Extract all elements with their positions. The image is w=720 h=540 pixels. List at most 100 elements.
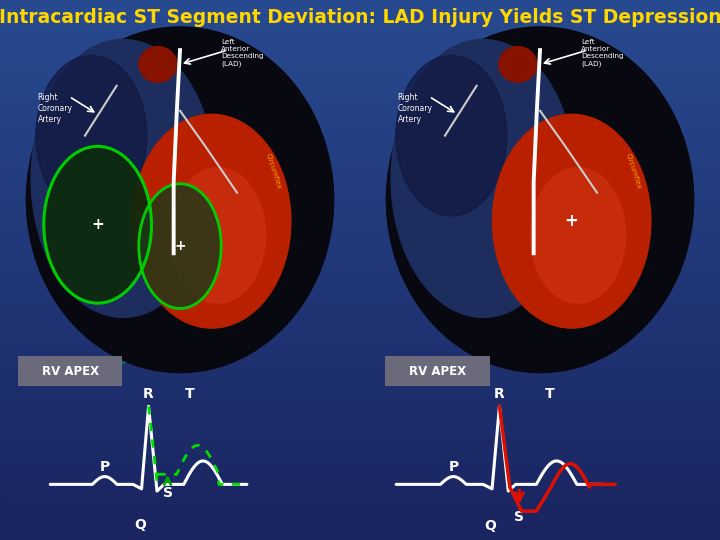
Bar [0,459,720,464]
Bar [0,38,720,43]
Bar [0,22,720,27]
Bar [0,535,720,540]
Text: Right
Coronary
Artery: Right Coronary Artery [37,93,73,124]
Bar [0,157,720,162]
Bar [0,184,720,189]
Bar [0,389,720,394]
Bar [0,49,720,54]
Bar [0,524,720,529]
Bar [0,437,720,443]
Text: +: + [174,239,186,253]
Text: Right
Coronary
Artery: Right Coronary Artery [397,93,433,124]
Bar [0,194,720,200]
Bar [0,410,720,416]
Bar [0,243,720,248]
Bar [0,92,720,97]
Ellipse shape [36,56,147,216]
Bar [0,113,720,119]
Bar [0,529,720,535]
Bar [0,0,720,5]
Bar [0,362,720,367]
Bar [0,481,720,486]
Bar [0,340,720,346]
Bar [0,205,720,211]
Bar [0,324,720,329]
Bar [0,86,720,92]
Ellipse shape [492,114,651,328]
Bar [0,65,720,70]
Text: Circumflex: Circumflex [265,153,282,190]
Bar [0,394,720,400]
Bar [0,319,720,324]
Text: Left
Anterior
Descending
(LAD): Left Anterior Descending (LAD) [221,39,264,67]
Bar [0,329,720,335]
Bar [0,335,720,340]
Text: Circumflex: Circumflex [625,153,642,190]
Bar [0,211,720,216]
Bar [0,70,720,76]
Bar [0,454,720,459]
Bar [0,270,720,275]
Text: T: T [184,387,194,401]
Bar [0,378,720,383]
Bar [0,281,720,286]
Bar [0,405,720,410]
Bar [0,427,720,432]
Text: R: R [143,387,154,401]
Bar [0,81,720,86]
Bar [0,302,720,308]
Bar [0,227,720,232]
Bar [0,140,720,146]
Bar [0,400,720,405]
Bar [0,43,720,49]
Bar [0,497,720,502]
Bar [0,108,720,113]
Bar [0,54,720,59]
Bar [0,146,720,151]
Text: Left
Anterior
Descending
(LAD): Left Anterior Descending (LAD) [581,39,624,67]
Ellipse shape [27,27,333,373]
Ellipse shape [396,56,507,216]
Bar [0,216,720,221]
Bar [0,448,720,454]
Ellipse shape [139,46,177,82]
Text: Q: Q [485,519,497,533]
Text: +: + [564,212,579,230]
Text: P: P [100,460,110,474]
Text: P: P [449,460,459,474]
Bar [0,178,720,184]
Bar [0,475,720,481]
Bar [0,232,720,238]
Bar [0,518,720,524]
Bar [0,162,720,167]
Ellipse shape [31,39,215,318]
Text: R: R [494,387,505,401]
Bar [0,486,720,491]
Bar [0,432,720,437]
Bar [0,135,720,140]
Bar [0,286,720,292]
Ellipse shape [391,39,575,318]
Bar [0,97,720,103]
Bar [0,103,720,108]
Bar [0,189,720,194]
Text: RV APEX: RV APEX [409,364,466,378]
Text: Q: Q [134,518,146,532]
Text: +: + [91,217,104,232]
Bar [0,265,720,270]
Bar [0,119,720,124]
Bar [0,76,720,81]
Text: RV APEX: RV APEX [42,364,99,378]
Bar [0,421,720,427]
Ellipse shape [531,168,626,303]
Ellipse shape [387,27,693,373]
Bar [0,130,720,135]
Bar [0,443,720,448]
Bar [0,124,720,130]
Ellipse shape [499,46,537,82]
Bar [0,470,720,475]
Text: S: S [163,485,173,500]
Bar [0,367,720,373]
Bar [0,508,720,513]
Bar [0,238,720,243]
